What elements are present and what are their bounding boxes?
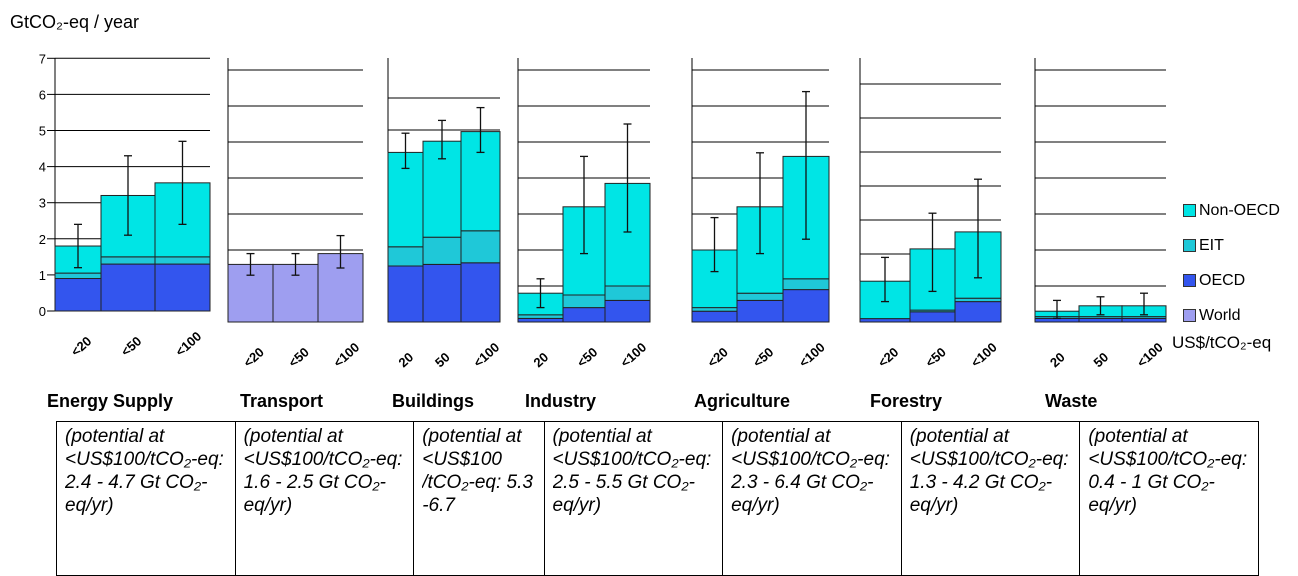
bar-segment-oecd [422, 263, 462, 323]
category-label: <20 [704, 344, 730, 370]
category-label: <100 [617, 339, 649, 370]
bar-segment-eit [460, 230, 501, 264]
legend-swatch-world [1183, 309, 1196, 322]
sector-title-energy-supply: Energy Supply [47, 391, 174, 411]
bar-segment-eit [562, 294, 606, 309]
y-tick-label: 6 [39, 87, 46, 102]
bar-segment-oecd [100, 263, 156, 312]
bar-segment-oecd [604, 299, 651, 323]
legend-item-eit: EIT [1183, 228, 1280, 263]
category-label: <100 [470, 339, 502, 370]
category-label: 50 [1090, 349, 1111, 370]
category-label: <100 [172, 328, 204, 359]
potential-cell-agriculture: (potential at <US$100/tCO₂-eq: 2.3 - 6.4… [722, 421, 902, 576]
bar-segment-oecd [517, 317, 564, 323]
potential-cell-waste: (potential at <US$100/tCO₂-eq: 0.4 - 1 G… [1079, 421, 1259, 576]
chart-area: 0 1 2 3 4 5 6 7 <20 <50 <100 <20 <50 <100 20 50 <100 20 <5… [39, 51, 1167, 370]
category-label: <20 [875, 344, 901, 370]
bar-segment-oecd [736, 299, 784, 323]
bar-segment-eit [736, 292, 784, 301]
category-label: <50 [285, 344, 311, 370]
legend-swatch-non-oecd [1183, 204, 1196, 217]
y-axis-title: GtCO₂-eq / year [10, 12, 140, 32]
bar-segment-eit [517, 314, 564, 319]
bar-segment-eit [154, 256, 211, 265]
category-label: <50 [574, 344, 600, 370]
sector-title-forestry: Forestry [870, 391, 943, 411]
category-label: 20 [530, 349, 551, 370]
bar-segment-eit [782, 278, 830, 291]
legend-item-oecd: OECD [1183, 263, 1280, 298]
category-label: <100 [796, 339, 828, 370]
bar-segment-oecd [1078, 317, 1123, 323]
sector-title-waste: Waste [1045, 391, 1098, 411]
category-label: <100 [968, 339, 1000, 370]
category-label: <50 [922, 344, 948, 370]
bar-segment-oecd [782, 289, 830, 323]
potentials-row: (potential at <US$100/tCO₂-eq: 2.4 - 4.7… [56, 421, 1259, 576]
category-label: <100 [330, 339, 362, 370]
sector-title-industry: Industry [525, 391, 597, 411]
legend-label-eit: EIT [1199, 236, 1224, 254]
bar-segment-eit [604, 285, 651, 301]
bar-segment-eit [54, 272, 102, 280]
y-tick-label: 7 [39, 51, 46, 66]
category-label: 50 [432, 349, 453, 370]
legend-swatch-oecd [1183, 274, 1196, 287]
legend-item-world: World [1183, 298, 1280, 333]
legend-label-oecd: OECD [1199, 271, 1246, 289]
category-label: 20 [395, 349, 416, 370]
bar-segment-oecd [562, 307, 606, 323]
legend-swatch-eit [1183, 239, 1196, 252]
y-tick-label: 5 [39, 124, 46, 139]
y-tick-label: 0 [39, 304, 46, 319]
legend-label-world: World [1199, 306, 1241, 324]
sector-title-buildings: Buildings [392, 391, 474, 411]
category-label: 20 [1047, 349, 1068, 370]
bar-segment-eit [954, 297, 1002, 303]
bar-segment-eit [100, 256, 156, 265]
cost-unit-label: US$/tCO₂-eq [1172, 333, 1272, 352]
bar-segment-eit [387, 246, 424, 267]
category-label: <50 [118, 333, 144, 359]
category-label: <50 [750, 344, 776, 370]
potential-cell-energy-supply: (potential at <US$100/tCO₂-eq: 2.4 - 4.7… [56, 421, 236, 576]
bar-segment-oecd [859, 318, 911, 323]
legend-item-non-oecd: Non-OECD [1183, 193, 1280, 228]
potential-cell-forestry: (potential at <US$100/tCO₂-eq: 1.3 - 4.2… [900, 421, 1081, 576]
potentials-table: (potential at <US$100/tCO₂-eq: 2.4 - 4.7… [56, 421, 1259, 576]
category-label: <20 [240, 344, 266, 370]
sector-title-transport: Transport [240, 391, 324, 411]
y-tick-label: 4 [39, 160, 46, 175]
bar-segment-oecd [460, 262, 501, 323]
bar-segment-eit [691, 307, 738, 312]
potential-cell-buildings: (potential at <US$100 /tCO₂-eq: 5.3 -6.7 [413, 421, 545, 576]
legend: Non-OECD EIT OECD World [1183, 193, 1280, 333]
y-tick-label: 1 [39, 268, 46, 283]
legend-label-non-oecd: Non-OECD [1199, 201, 1280, 219]
sector-title-agriculture: Agriculture [694, 391, 791, 411]
potential-cell-transport: (potential at <US$100/tCO₂-eq: 1.6 - 2.5… [234, 421, 415, 576]
y-tick-label: 3 [39, 196, 46, 211]
bar-segment-oecd [954, 301, 1002, 323]
bar-segment-oecd [154, 263, 211, 312]
category-label: <20 [68, 333, 94, 359]
bar-segment-oecd [54, 278, 102, 312]
bar-segment-oecd [909, 311, 956, 323]
potential-cell-industry: (potential at <US$100/tCO₂-eq: 2.5 - 5.5… [543, 421, 724, 576]
category-label: <100 [1134, 339, 1166, 370]
bar-segment-oecd [387, 265, 424, 323]
y-tick-label: 2 [39, 232, 46, 247]
bar-segment-oecd [1121, 317, 1167, 323]
bar-segment-oecd [691, 310, 738, 323]
bar-segment-eit [422, 236, 462, 265]
